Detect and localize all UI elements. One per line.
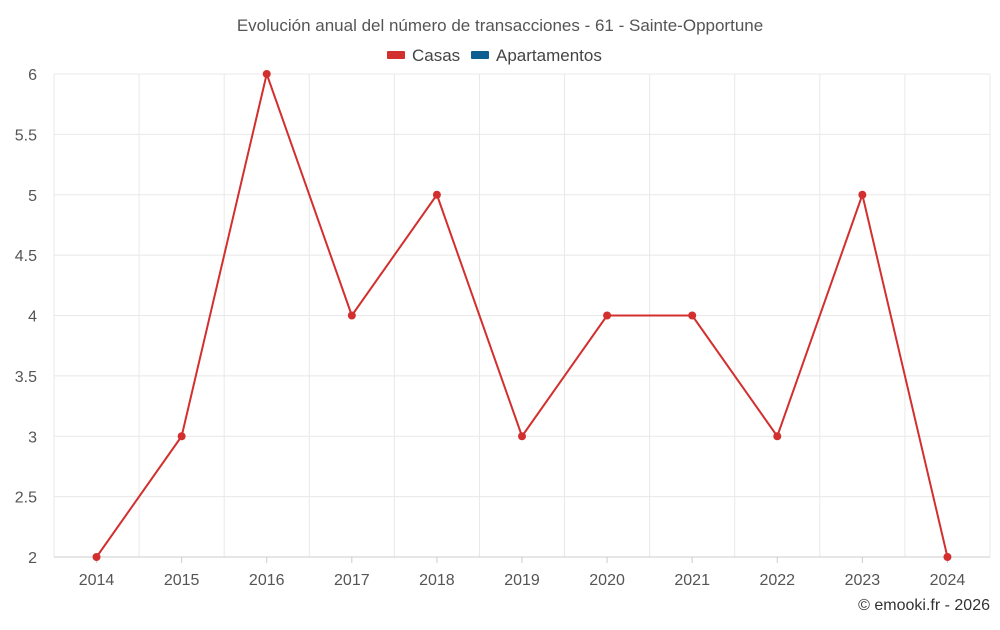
x-tick-label: 2015: [164, 572, 200, 589]
x-tick-label: 2020: [589, 572, 625, 589]
y-tick-label: 4.5: [15, 248, 37, 265]
data-point[interactable]: [432, 190, 441, 199]
y-tick-label: 5: [28, 188, 37, 205]
y-tick-label: 3: [28, 429, 37, 446]
legend: Casas Apartamentos: [387, 46, 602, 65]
y-tick-label: 2.5: [15, 490, 37, 507]
x-tick-label: 2024: [930, 572, 966, 589]
data-point[interactable]: [773, 432, 782, 441]
data-point[interactable]: [92, 553, 101, 561]
x-tick-label: 2018: [419, 572, 455, 589]
grid-lines: [53, 73, 991, 558]
axes: 2 2.5 3 3.5 4 4.5 5 5.5 6 2014 2015 2016 2017 2018 201…: [15, 67, 990, 589]
y-tick-label: 3.5: [15, 369, 37, 386]
legend-swatch-apartamentos: [471, 51, 489, 59]
x-tick-label: 2016: [249, 572, 285, 589]
y-tick-label: 4: [28, 309, 37, 326]
data-point[interactable]: [858, 190, 867, 199]
y-tick-label: 6: [28, 67, 37, 84]
data-point[interactable]: [177, 432, 186, 441]
series-casas: [92, 70, 952, 561]
data-point[interactable]: [943, 553, 952, 561]
legend-swatch-casas: [387, 51, 405, 59]
chart-title: Evolución anual del número de transaccio…: [237, 16, 763, 35]
x-tick-label: 2017: [334, 572, 370, 589]
y-tick-label: 5.5: [15, 127, 37, 144]
x-tick-label: 2023: [845, 572, 881, 589]
x-tick-label: 2014: [79, 572, 115, 589]
data-point[interactable]: [518, 432, 526, 441]
data-point[interactable]: [262, 70, 271, 78]
data-point[interactable]: [688, 311, 697, 320]
y-tick-label: 2: [28, 550, 37, 567]
x-tick-label: 2022: [759, 572, 795, 589]
x-tick-label: 2021: [674, 572, 710, 589]
credit-text: © emooki.fr - 2026: [858, 597, 990, 614]
x-tick-label: 2019: [504, 572, 540, 589]
legend-label-apartamentos[interactable]: Apartamentos: [496, 46, 602, 65]
legend-label-casas[interactable]: Casas: [412, 46, 460, 65]
data-point[interactable]: [347, 311, 356, 320]
data-point[interactable]: [603, 311, 612, 320]
